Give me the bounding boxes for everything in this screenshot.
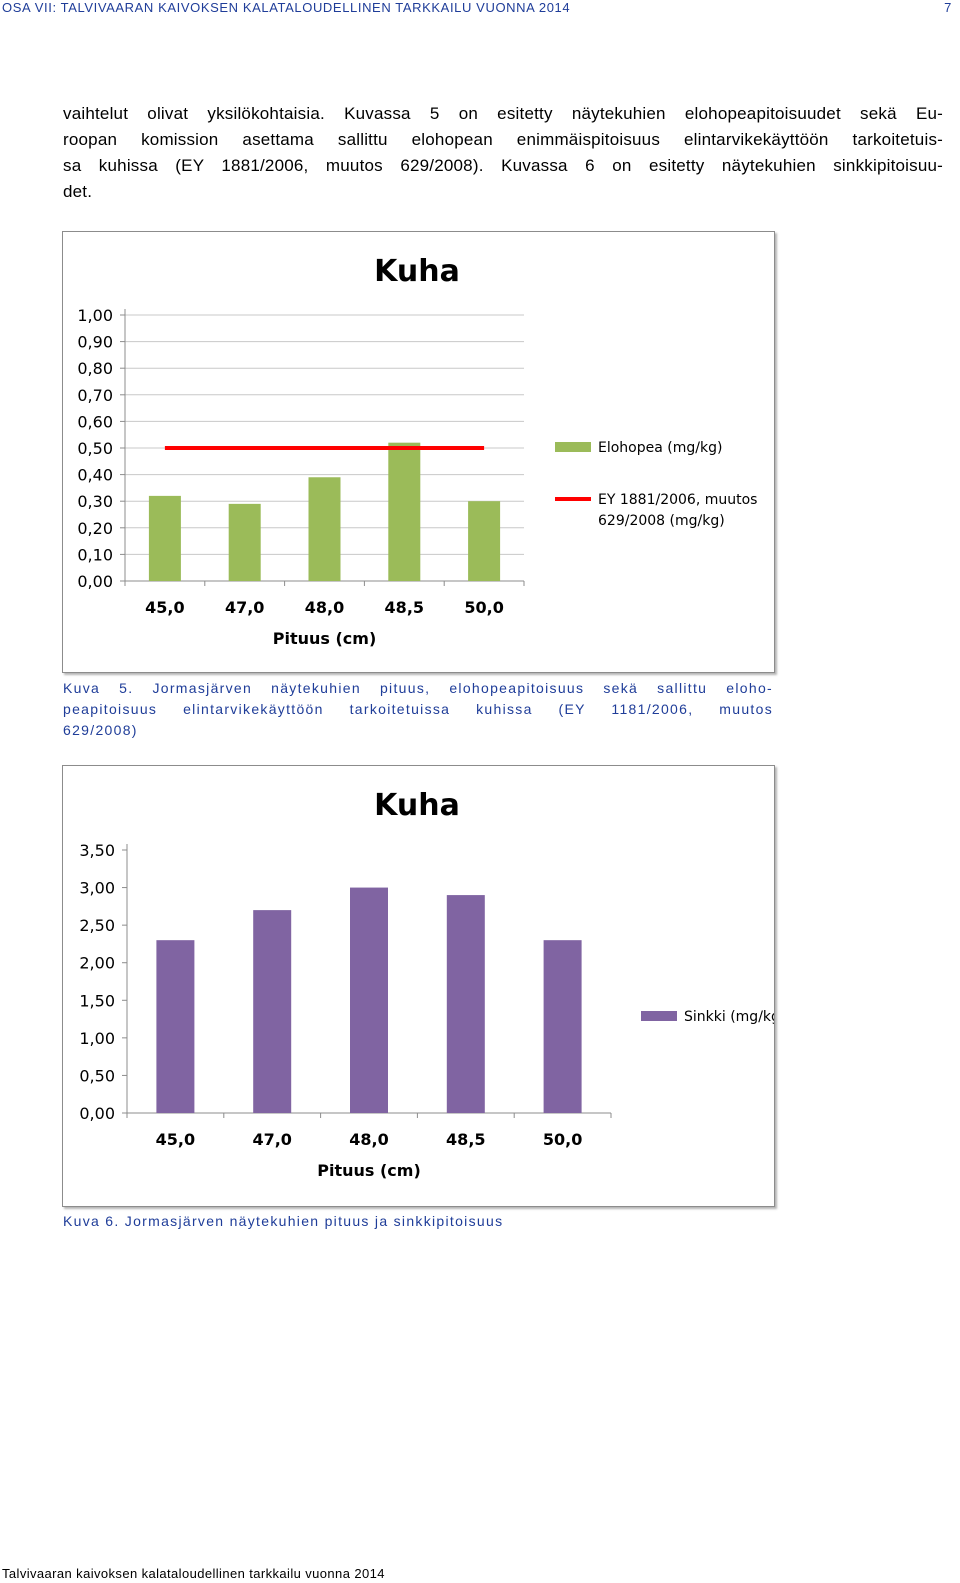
- y-tick-label: 1,00: [79, 1029, 115, 1048]
- y-tick-label: 0,70: [77, 386, 113, 405]
- bar-48-0: [308, 477, 341, 581]
- bar-45-0: [148, 495, 181, 581]
- bar-45-0: [156, 940, 195, 1113]
- page-number: 7: [944, 0, 952, 15]
- y-tick-label: 0,80: [77, 359, 113, 378]
- caption-line: Kuva 5. Jormasjärven näytekuhien pituus,…: [63, 680, 773, 696]
- x-tick-label: 45,0: [145, 598, 184, 617]
- bar-48-0: [350, 887, 388, 1113]
- page-footer: Talvivaaran kaivoksen kalataloudellinen …: [2, 1566, 385, 1581]
- paragraph-line: det.: [63, 182, 93, 201]
- x-tick-label: 50,0: [464, 598, 503, 617]
- x-axis-title: Pituus (cm): [317, 1161, 421, 1180]
- mercury-bar-chart: Kuha 0,00 0,10 0,20 0,30 0,40 0,50 0,60 0,70 0,80…: [77, 254, 757, 648]
- zinc-bar-chart: Kuha 0,00 0,50 1,00 1,50 2,00 2,50 3,00 3,50 45,0…: [79, 788, 774, 1180]
- bar-50-0: [543, 940, 582, 1113]
- caption-line: Kuva 6. Jormasjärven näytekuhien pituus …: [63, 1213, 504, 1229]
- x-axis-title: Pituus (cm): [273, 629, 377, 648]
- y-tick-label: 0,60: [77, 412, 113, 431]
- caption-line: 629/2008): [63, 722, 138, 738]
- chart-title: Kuha: [374, 254, 460, 289]
- paragraph-line: vaihtelut olivat yksilökohtaisia. Kuvass…: [63, 104, 943, 123]
- figure-5-caption: Kuva 5. Jormasjärven näytekuhien pituus,…: [63, 678, 773, 741]
- y-tick-label: 0,30: [77, 492, 113, 511]
- legend-swatch: [555, 442, 591, 452]
- x-tick-label: 47,0: [252, 1130, 291, 1149]
- chart-title: Kuha: [374, 788, 460, 823]
- legend-label: Sinkki (mg/kg): [684, 1009, 774, 1025]
- x-tick-label: 48,5: [446, 1130, 485, 1149]
- body-paragraph: vaihtelut olivat yksilökohtaisia. Kuvass…: [63, 101, 943, 205]
- caption-line: peapitoisuus elintarvikekäyttöön tarkoit…: [63, 701, 773, 717]
- legend-label: Elohopea (mg/kg): [598, 440, 722, 456]
- y-tick-label: 0,50: [79, 1066, 115, 1085]
- y-tick-label: 0,10: [77, 545, 113, 564]
- y-tick-label: 0,00: [77, 572, 113, 591]
- y-tick-label: 0,90: [77, 333, 113, 352]
- y-tick-label: 3,00: [79, 879, 115, 898]
- y-tick-label: 3,50: [79, 841, 115, 860]
- y-tick-label: 0,40: [77, 466, 113, 485]
- y-tick-label: 1,00: [77, 306, 113, 325]
- bar-48-5: [446, 895, 485, 1113]
- y-tick-label: 2,00: [79, 954, 115, 973]
- y-tick-label: 0,00: [79, 1104, 115, 1123]
- x-tick-label: 47,0: [225, 598, 264, 617]
- figure-6-caption: Kuva 6. Jormasjärven näytekuhien pituus …: [63, 1211, 773, 1232]
- bar-47-0: [228, 503, 261, 581]
- x-tick-label: 50,0: [543, 1130, 582, 1149]
- paragraph-line: sa kuhissa (EY 1881/2006, muutos 629/200…: [63, 156, 943, 175]
- figure-5-chart: Kuha 0,00 0,10 0,20 0,30 0,40 0,50 0,60 0,70 0,80…: [62, 231, 775, 673]
- bar-47-0: [253, 910, 292, 1113]
- y-tick-label: 1,50: [79, 991, 115, 1010]
- x-tick-label: 48,0: [305, 598, 344, 617]
- bar-48-5: [388, 442, 421, 581]
- legend-label: 629/2008 (mg/kg): [598, 513, 725, 529]
- bar-50-0: [468, 501, 501, 581]
- x-tick-label: 48,0: [349, 1130, 388, 1149]
- y-tick-label: 0,20: [77, 519, 113, 538]
- figure-6-chart: Kuha 0,00 0,50 1,00 1,50 2,00 2,50 3,00 3,50 45,0…: [62, 765, 775, 1207]
- legend-label: EY 1881/2006, muutos: [598, 492, 757, 508]
- page-header: OSA VII: TALVIVAARAN KAIVOKSEN KALATALOU…: [0, 0, 960, 16]
- y-tick-label: 2,50: [79, 916, 115, 935]
- x-tick-label: 45,0: [156, 1130, 195, 1149]
- x-tick-label: 48,5: [385, 598, 424, 617]
- y-tick-label: 0,50: [77, 439, 113, 458]
- legend-swatch: [641, 1011, 677, 1021]
- paragraph-line: roopan komission asettama sallittu eloho…: [63, 130, 943, 149]
- report-title: OSA VII: TALVIVAARAN KAIVOKSEN KALATALOU…: [2, 0, 571, 15]
